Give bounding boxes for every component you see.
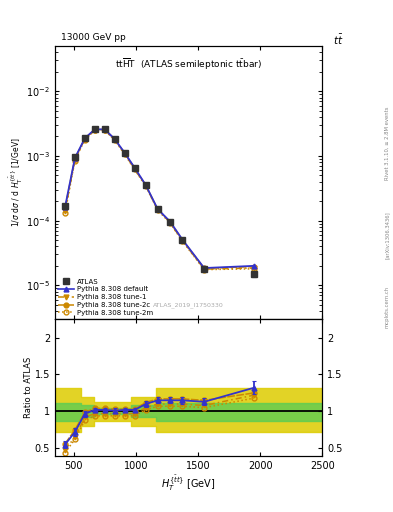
Text: mcplots.cern.ch: mcplots.cern.ch <box>385 286 389 328</box>
Text: tt$\overline{\rm H}$T  (ATLAS semileptonic t$\bar{\rm t}$bar): tt$\overline{\rm H}$T (ATLAS semileptoni… <box>115 57 262 72</box>
Y-axis label: $1/\sigma$ d$\sigma$ / d $H_\mathrm{T}^{\{\bar{t}t\}}$ [1/GeV]: $1/\sigma$ d$\sigma$ / d $H_\mathrm{T}^{… <box>7 138 25 227</box>
Y-axis label: Ratio to ATLAS: Ratio to ATLAS <box>24 357 33 418</box>
Text: ATLAS_2019_I1750330: ATLAS_2019_I1750330 <box>153 303 224 308</box>
Text: [arXiv:1306.3436]: [arXiv:1306.3436] <box>385 211 389 260</box>
Text: 13000 GeV pp: 13000 GeV pp <box>61 33 126 42</box>
X-axis label: $H_T^{\{\bar{t}t\}}$ [GeV]: $H_T^{\{\bar{t}t\}}$ [GeV] <box>162 473 216 493</box>
Text: Rivet 3.1.10, ≥ 2.8M events: Rivet 3.1.10, ≥ 2.8M events <box>385 106 389 180</box>
Text: $t\bar{t}$: $t\bar{t}$ <box>333 33 344 48</box>
Legend: ATLAS, Pythia 8.308 default, Pythia 8.308 tune-1, Pythia 8.308 tune-2c, Pythia 8: ATLAS, Pythia 8.308 default, Pythia 8.30… <box>59 279 153 316</box>
